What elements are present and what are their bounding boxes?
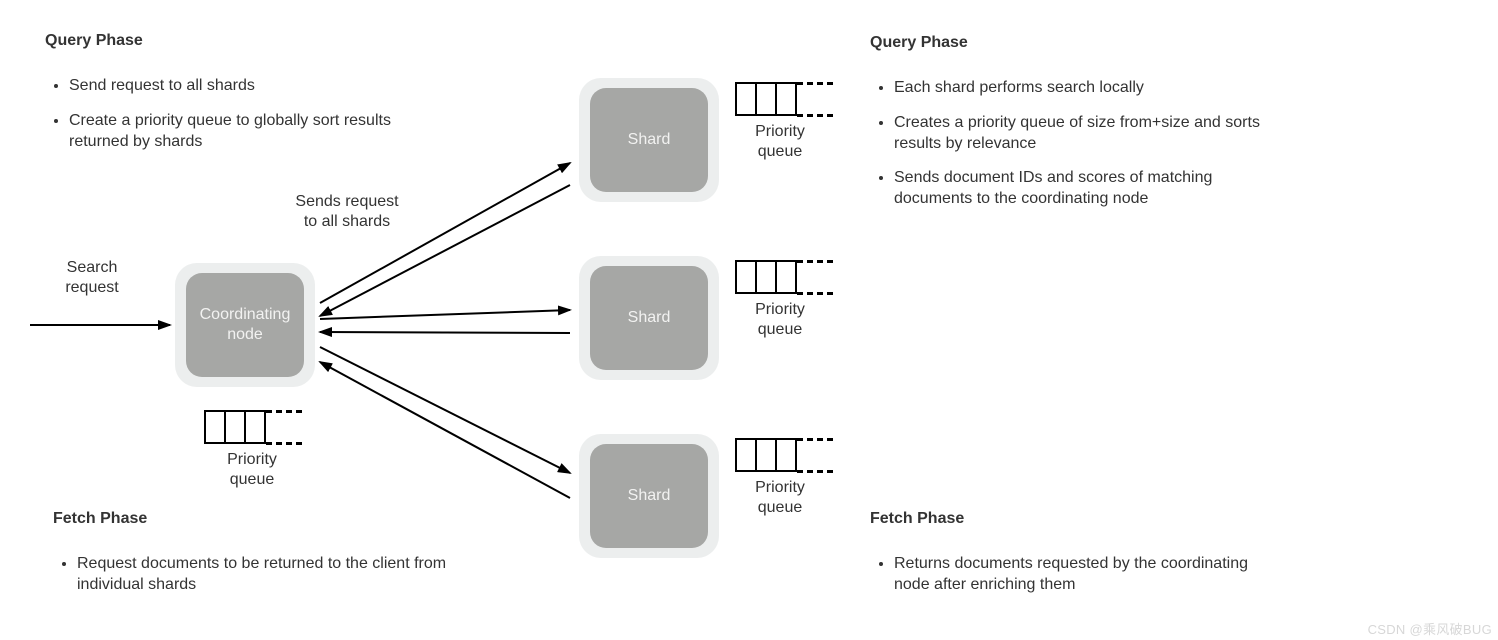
priority-queue-icon [735,260,835,294]
priority-queue-label: Priorityqueue [740,300,820,340]
list-item: Each shard performs search locally [894,78,1272,99]
priority-queue-label: Priorityqueue [740,478,820,518]
coordinating-node: Coordinatingnode [175,263,315,387]
list-item: Request documents to be returned to the … [77,554,475,596]
sends-request-label: Sends requestto all shards [282,192,412,232]
list-item: Create a priority queue to globally sort… [69,111,407,153]
shard-node-label: Shard [590,88,708,192]
shard-node-label: Shard [590,266,708,370]
arrow-to-shard1 [320,163,570,303]
left-fetch-phase-bullets: Request documents to be returned to the … [55,554,475,610]
coordinating-node-label: Coordinatingnode [186,273,304,377]
right-fetch-phase-heading: Fetch Phase [870,510,964,528]
list-item: Creates a priority queue of size from+si… [894,113,1272,155]
right-query-phase-bullets: Each shard performs search locally Creat… [872,78,1272,224]
shard-node: Shard [579,434,719,558]
list-item: Sends document IDs and scores of matchin… [894,168,1272,210]
priority-queue-icon [204,410,304,444]
left-fetch-phase-heading: Fetch Phase [53,510,147,528]
priority-queue-icon [735,82,835,116]
priority-queue-icon [735,438,835,472]
left-query-phase-heading: Query Phase [45,32,143,50]
list-item: Send request to all shards [69,76,407,97]
right-query-phase-heading: Query Phase [870,34,968,52]
watermark: CSDN @乘风破BUG [1368,619,1492,638]
left-query-phase-bullets: Send request to all shards Create a prio… [47,76,407,166]
shard-node-label: Shard [590,444,708,548]
arrow-from-shard2 [320,332,570,333]
list-item: Returns documents requested by the coord… [894,554,1272,596]
priority-queue-label: Priorityqueue [212,450,292,490]
search-request-label: Searchrequest [52,258,132,298]
shard-node: Shard [579,78,719,202]
arrow-to-shard3 [320,347,570,473]
right-fetch-phase-bullets: Returns documents requested by the coord… [872,554,1272,610]
shard-node: Shard [579,256,719,380]
priority-queue-label: Priorityqueue [740,122,820,162]
arrow-to-shard2 [320,310,570,319]
arrow-from-shard3 [320,362,570,498]
